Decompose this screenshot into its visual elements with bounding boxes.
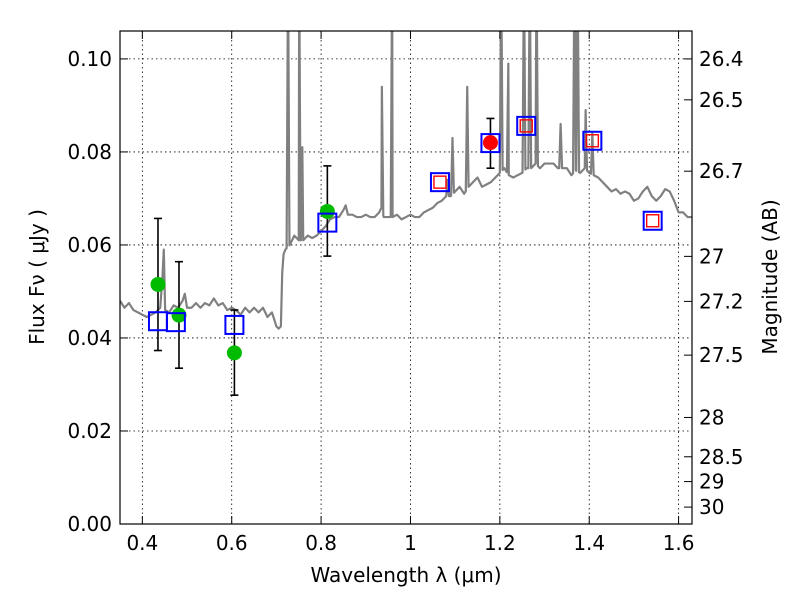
data-point-square xyxy=(480,133,501,154)
y-tick-label: 0.02 xyxy=(67,419,112,443)
mag-tick-label: 26.4 xyxy=(699,47,744,71)
x-tick-label: 1.4 xyxy=(573,531,605,555)
data-point-circle xyxy=(150,276,166,292)
data-point-square xyxy=(642,210,663,231)
data-point-square xyxy=(582,130,603,151)
axis-ticks xyxy=(120,31,692,525)
x-tick-label: 1.2 xyxy=(484,531,516,555)
mag-tick-label: 28.5 xyxy=(699,445,744,469)
mag-tick-label: 27.2 xyxy=(699,289,744,313)
y-tick-label: 0.10 xyxy=(67,47,112,71)
y-tick-label: 0.04 xyxy=(67,326,112,350)
mag-tick-label: 26.5 xyxy=(699,88,744,112)
data-point-circle xyxy=(319,203,335,219)
x-tick-label: 0.8 xyxy=(305,531,337,555)
plot-area xyxy=(120,31,692,396)
data-point-circle xyxy=(226,345,242,361)
y-tick-label: 0.06 xyxy=(67,233,112,257)
data-point-square xyxy=(429,172,450,193)
mag-tick-label: 26.7 xyxy=(699,159,744,183)
x-tick-label: 1 xyxy=(404,531,417,555)
mag-tick-label: 27.5 xyxy=(699,343,744,367)
data-point-square-inner xyxy=(433,175,447,189)
data-point-square-inner xyxy=(645,214,660,228)
data-point-square-inner xyxy=(585,134,600,148)
data-point-circle xyxy=(171,307,187,323)
data-point-square-inner xyxy=(519,119,533,133)
x-axis-title: Wavelength λ (μm) xyxy=(310,563,501,587)
data-point-square xyxy=(224,314,245,335)
x-tick-label: 0.6 xyxy=(216,531,248,555)
data-point-square xyxy=(516,115,537,136)
y-tick-label: 0.00 xyxy=(67,512,112,536)
x-tick-label: 0.4 xyxy=(126,531,158,555)
x-tick-label: 1.6 xyxy=(663,531,695,555)
data-point-square xyxy=(165,312,186,333)
plot-frame xyxy=(119,30,693,525)
mag-tick-label: 29 xyxy=(699,470,724,494)
mag-tick-label: 28 xyxy=(699,405,724,429)
y2-axis-title: Magnitude (AB) xyxy=(758,199,782,354)
model-spectrum-line xyxy=(120,31,692,330)
y-tick-label: 0.08 xyxy=(67,140,112,164)
mag-tick-label: 30 xyxy=(699,495,724,519)
tick-labels: 0.4 0.6 0.8 1 1.2 1.4 1.6 0.00 0.02 0.04 0.06 0.08 0… xyxy=(67,47,743,555)
data-point-circle xyxy=(482,135,498,151)
data-point-square xyxy=(317,212,338,233)
mag-tick-label: 27 xyxy=(699,244,724,268)
y-axis-title: Flux Fν ( μJy ) xyxy=(25,209,49,345)
